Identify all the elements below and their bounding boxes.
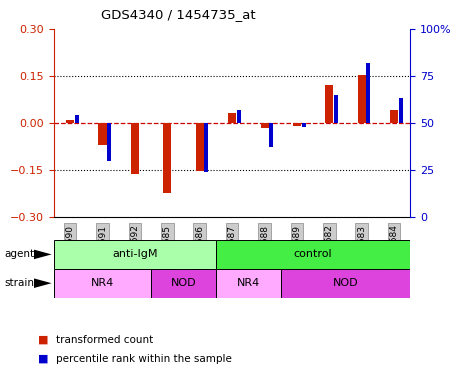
Bar — [196, 123, 204, 172]
FancyBboxPatch shape — [216, 269, 281, 298]
Polygon shape — [34, 278, 52, 288]
Text: anti-IgM: anti-IgM — [112, 249, 158, 260]
Bar — [98, 123, 106, 145]
Text: percentile rank within the sample: percentile rank within the sample — [56, 354, 232, 364]
Text: NR4: NR4 — [91, 278, 114, 288]
Bar — [66, 120, 74, 123]
FancyBboxPatch shape — [216, 240, 410, 269]
Bar — [293, 123, 301, 126]
Bar — [131, 123, 139, 174]
Bar — [358, 75, 366, 123]
Text: NOD: NOD — [171, 278, 197, 288]
Bar — [302, 123, 305, 127]
Text: NR4: NR4 — [237, 278, 260, 288]
Bar — [399, 98, 403, 123]
Bar — [107, 123, 111, 161]
Text: GDS4340 / 1454735_at: GDS4340 / 1454735_at — [101, 8, 256, 21]
Text: ■: ■ — [38, 354, 48, 364]
Bar — [325, 85, 333, 123]
FancyBboxPatch shape — [54, 240, 216, 269]
Bar — [237, 110, 241, 123]
Text: agent: agent — [5, 249, 35, 260]
FancyBboxPatch shape — [151, 269, 216, 298]
Bar — [260, 123, 269, 127]
Text: control: control — [294, 249, 333, 260]
Text: transformed count: transformed count — [56, 335, 153, 345]
Bar — [269, 123, 273, 147]
Bar — [366, 63, 371, 123]
Bar — [390, 110, 398, 123]
Bar — [163, 123, 171, 194]
Text: NOD: NOD — [333, 278, 358, 288]
Bar — [75, 115, 79, 123]
FancyBboxPatch shape — [54, 269, 151, 298]
Polygon shape — [34, 250, 52, 259]
Bar — [334, 94, 338, 123]
Text: ■: ■ — [38, 335, 48, 345]
Bar — [204, 123, 208, 172]
Text: strain: strain — [5, 278, 35, 288]
FancyBboxPatch shape — [281, 269, 410, 298]
Bar — [228, 114, 236, 123]
